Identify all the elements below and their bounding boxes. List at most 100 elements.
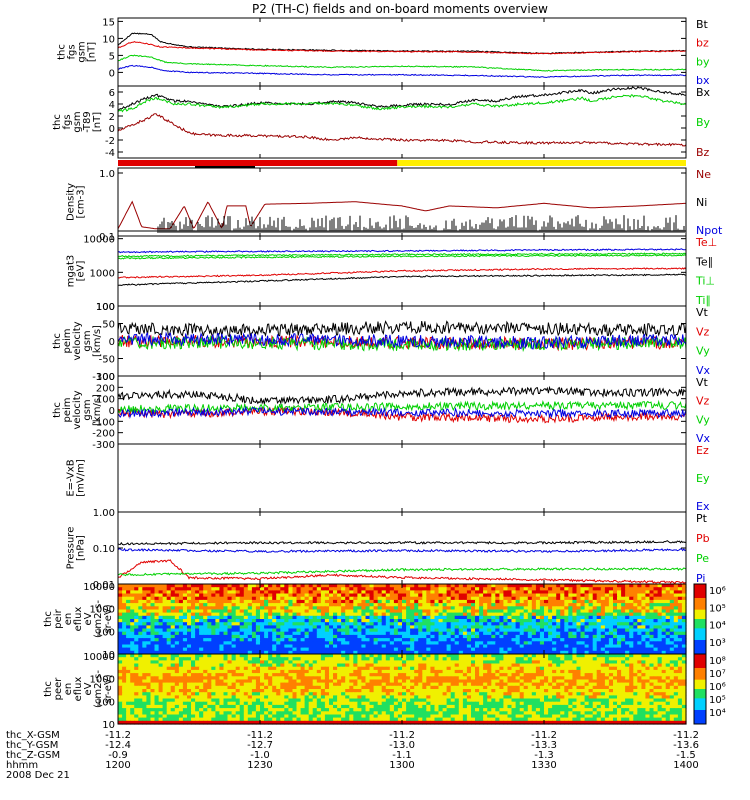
spectrogram-cell (130, 673, 135, 677)
spectrogram-cell (243, 615, 249, 620)
spectrogram-cell (264, 654, 269, 658)
spectrogram-cell (491, 638, 496, 642)
spectrogram-cell (280, 638, 285, 642)
spectrogram-cell (268, 660, 273, 665)
spectrogram-cell (158, 679, 164, 684)
spectrogram-cell (625, 625, 630, 630)
spectrogram-cell (251, 606, 257, 611)
colorbar-tick: 10⁵ (709, 603, 726, 614)
spectrogram-cell (613, 644, 618, 649)
spectrogram-cell (377, 631, 383, 636)
spectrogram-cell (613, 603, 618, 607)
spectrogram-cell (320, 638, 326, 642)
spectrogram-cell (239, 641, 245, 646)
spectrogram-cell (292, 654, 298, 658)
spectrogram-cell (349, 606, 354, 611)
spectrogram-cell (296, 615, 302, 620)
spectrogram-cell (531, 679, 537, 684)
spectrogram-cell (142, 584, 147, 588)
spectrogram-cell (138, 590, 143, 595)
spectrogram-cell (588, 644, 594, 649)
spectrogram-cell (576, 657, 582, 661)
ytick-label: 100 (96, 302, 115, 313)
spectrogram-cell (544, 650, 549, 655)
spectrogram-cell (223, 593, 229, 598)
spectrogram-cell (130, 603, 135, 607)
spectrogram-cell (681, 590, 687, 595)
spectrogram-cell (653, 609, 659, 614)
spectrogram-cell (300, 657, 306, 661)
spectrogram-cell (596, 619, 602, 623)
spectrogram-cell (454, 596, 460, 601)
spectrogram-cell (292, 638, 298, 642)
spectrogram-cell (223, 612, 229, 617)
spectrogram-cell (434, 606, 440, 611)
spectrogram-cell (227, 657, 233, 661)
spectrogram-cell (353, 663, 358, 668)
spectrogram-cell (170, 628, 176, 633)
spectrogram-cell (365, 603, 371, 607)
spectrogram-cell (247, 644, 253, 649)
spectrogram-cell (418, 593, 423, 598)
spectrogram-cell (539, 619, 545, 623)
spectrogram-cell (304, 644, 310, 649)
spectrogram-cell (304, 622, 310, 626)
spectrogram-cell (434, 660, 440, 665)
spectrogram-cell (166, 650, 172, 655)
spectrogram-cell (434, 647, 440, 652)
spectrogram-cell (154, 622, 160, 626)
spectrogram-cell (361, 599, 367, 604)
spectrogram-cell (527, 593, 533, 598)
spectrogram-cell (515, 587, 521, 591)
spectrogram-cell (191, 622, 196, 626)
spectrogram-cell (174, 650, 180, 655)
spectrogram-cell (596, 650, 602, 655)
spectrogram-cell (324, 590, 330, 595)
spectrogram-cell (255, 647, 261, 652)
spectrogram-cell (560, 644, 565, 649)
spectrogram-cell (130, 596, 135, 601)
spectrogram-cell (588, 666, 594, 671)
ylabel-peimvel2: gsm (82, 399, 93, 420)
spectrogram-cell (203, 660, 208, 665)
spectrogram-cell (625, 609, 630, 614)
spectrogram-cell (495, 628, 500, 633)
spectrogram-cell (333, 676, 338, 681)
spectrogram-cell (365, 628, 371, 633)
spectrogram-cell (466, 673, 472, 677)
spectrogram-cell (162, 606, 168, 611)
spectrogram-cell (324, 657, 330, 661)
spectrogram-cell (126, 650, 131, 655)
spectrogram-cell (178, 644, 184, 649)
spectrogram-cell (511, 593, 517, 598)
spectrogram-cell (247, 647, 253, 652)
spectrogram-cell (564, 654, 569, 658)
spectrogram-cell (406, 631, 411, 636)
spectrogram-cell (600, 644, 606, 649)
spectrogram-cell (373, 654, 379, 658)
spectrogram-cell (568, 603, 573, 607)
spectrogram-cell (527, 650, 533, 655)
spectrogram-cell (426, 625, 431, 630)
spectrogram-cell (527, 673, 533, 677)
spectrogram-cell (548, 615, 553, 620)
spectrogram-cell (353, 676, 358, 681)
spectrogram-cell (260, 612, 265, 617)
spectrogram-cell (572, 603, 578, 607)
spectrogram-cell (312, 584, 318, 588)
spectrogram-cell (629, 638, 634, 642)
spectrogram-cell (300, 609, 306, 614)
spectrogram-cell (150, 628, 156, 633)
spectrogram-cell (138, 657, 143, 661)
spectrogram-cell (548, 647, 553, 652)
spectrogram-cell (329, 657, 334, 661)
spectrogram-cell (645, 676, 651, 681)
spectrogram-cell (324, 612, 330, 617)
spectrogram-cell (580, 676, 586, 681)
spectrogram-cell (414, 584, 419, 588)
spectrogram-cell (592, 679, 598, 684)
spectrogram-cell (207, 647, 212, 652)
spectrogram-cell (564, 590, 569, 595)
spectrogram-cell (673, 650, 679, 655)
spectrogram-cell (397, 587, 403, 591)
